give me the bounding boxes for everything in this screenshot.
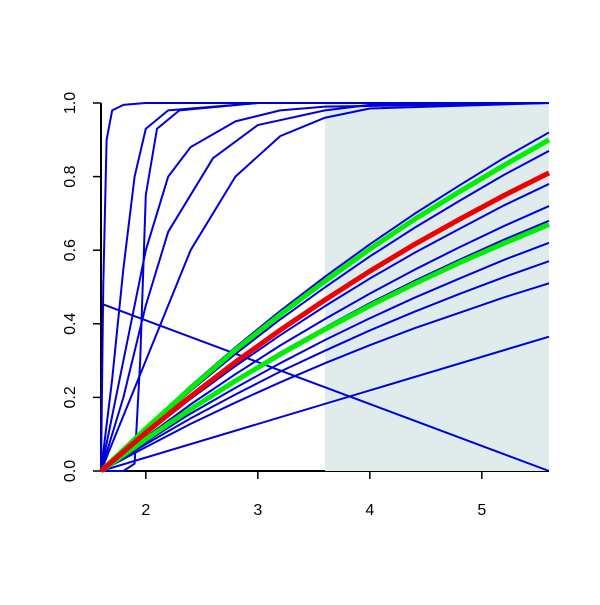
y-tick-label: 0.6 (62, 239, 79, 261)
series-line (100, 102, 550, 472)
series-line (100, 260, 550, 472)
x-tick-label: 4 (365, 502, 374, 519)
y-tick-label: 0.4 (62, 313, 79, 335)
series-line (101, 102, 549, 472)
x-tick-label: 3 (253, 502, 262, 519)
series-line (100, 205, 550, 472)
y-tick-label: 0.8 (62, 165, 79, 187)
series-line (100, 102, 549, 472)
series-line (99, 137, 551, 473)
series-line (99, 222, 550, 474)
y-tick-label: 1.0 (62, 92, 79, 114)
y-tick-label: 0.2 (62, 386, 79, 408)
series-line (100, 241, 550, 472)
series-line (100, 302, 550, 472)
series-line (100, 335, 550, 472)
y-tick-label: 0.0 (62, 460, 79, 482)
series-line (100, 102, 550, 472)
series-line (100, 102, 550, 472)
x-tick-label: 5 (477, 502, 486, 519)
shaded-region (325, 103, 549, 471)
x-tick-label: 2 (141, 502, 150, 519)
series-line (99, 170, 551, 473)
series-line (100, 282, 550, 472)
